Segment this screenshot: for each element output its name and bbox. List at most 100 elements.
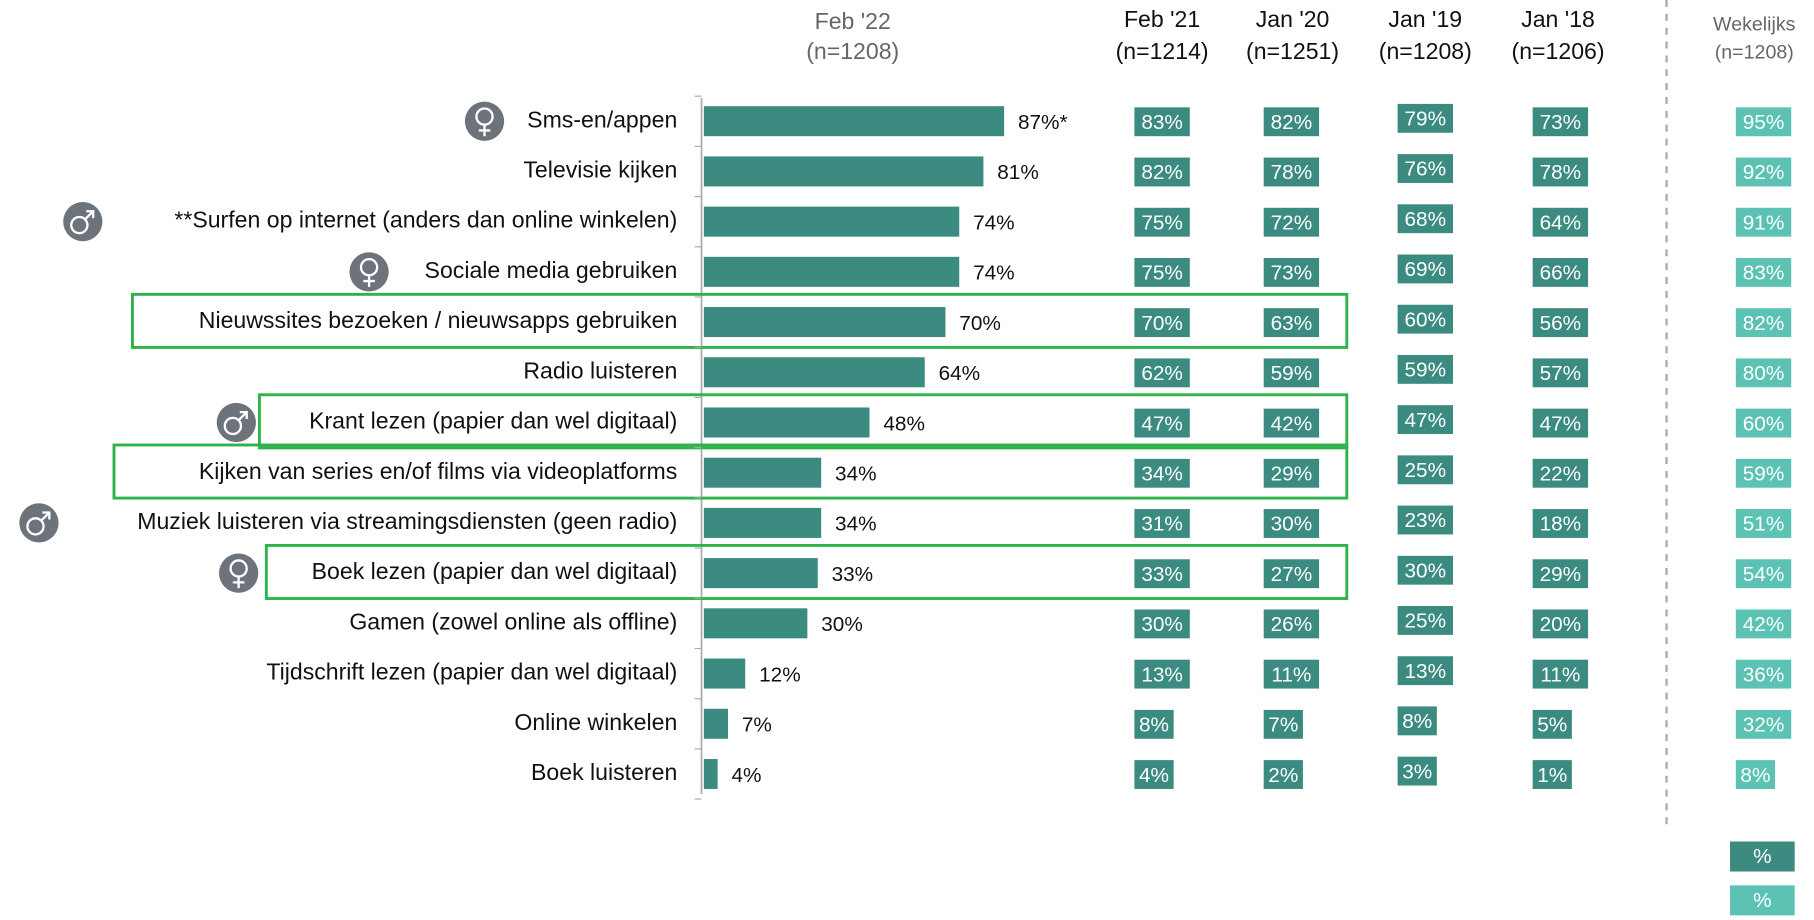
category-label: **Surfen op internet (anders dan online … xyxy=(174,207,677,233)
gender-icon-part xyxy=(237,410,248,421)
table-cell-label: 92% xyxy=(1743,161,1785,184)
table-cell xyxy=(1134,408,1190,438)
table-cell xyxy=(1134,107,1190,137)
legend-label: % xyxy=(1753,889,1771,912)
bar xyxy=(703,307,946,338)
table-cell xyxy=(1735,559,1792,589)
category-label: Boek lezen (papier dan wel digitaal) xyxy=(312,558,678,584)
bar xyxy=(703,106,1005,137)
category-label: Sociale media gebruiken xyxy=(425,257,678,283)
gender-icon-part xyxy=(223,416,243,436)
table-cell xyxy=(1532,207,1589,237)
table-cell-label: 8% xyxy=(1740,764,1770,787)
table-cell xyxy=(1263,559,1320,589)
table-cell xyxy=(1735,760,1776,789)
table-cell-label: 27% xyxy=(1271,563,1313,586)
table-cell-label: 3% xyxy=(1402,760,1432,783)
column-title: Jan '19 xyxy=(1388,6,1462,32)
table-cell xyxy=(1735,107,1792,137)
table-cell-label: 76% xyxy=(1405,158,1447,181)
table-cell-label: 30% xyxy=(1271,513,1313,536)
table-cell-label: 62% xyxy=(1141,362,1183,385)
table-cell-label: 2% xyxy=(1268,764,1298,787)
highlight-box xyxy=(264,543,1349,600)
table-cell-label: 54% xyxy=(1743,563,1785,586)
table-cell-label: 25% xyxy=(1405,459,1447,482)
category-label: Gamen (zowel online als offline) xyxy=(349,608,677,634)
table-cell-label: 31% xyxy=(1141,513,1183,536)
table-cell xyxy=(1134,157,1190,187)
table-cell xyxy=(1263,207,1320,237)
gender-icon-part xyxy=(84,210,95,221)
value-label: 48% xyxy=(883,412,925,435)
table-cell xyxy=(1134,358,1190,388)
column-title: Feb '21 xyxy=(1124,6,1200,32)
table-cell-label: 22% xyxy=(1540,462,1582,485)
table-cell-label: 56% xyxy=(1540,312,1582,335)
highlight-box xyxy=(131,292,1349,349)
chart-subtitle: (n=1208) xyxy=(806,38,899,64)
category-label: Online winkelen xyxy=(514,709,677,735)
legend-label: % xyxy=(1753,845,1771,868)
gender-icon-part xyxy=(70,215,89,235)
bar xyxy=(703,708,728,739)
table-cell xyxy=(1735,408,1792,438)
table-cell xyxy=(1397,505,1453,535)
table-cell xyxy=(1735,609,1792,639)
table-cell xyxy=(1735,358,1792,388)
table-cell-label: 60% xyxy=(1405,308,1447,331)
category-label: Radio luisteren xyxy=(523,357,677,383)
table-cell-label: 13% xyxy=(1405,660,1447,683)
table-cell-label: 4% xyxy=(1139,764,1169,787)
table-cell xyxy=(1263,760,1303,789)
gender-icon xyxy=(464,101,505,141)
table-cell-label: 59% xyxy=(1743,462,1785,485)
bar xyxy=(703,608,808,639)
table-cell xyxy=(1532,458,1589,488)
table-cell-label: 7% xyxy=(1268,714,1298,737)
category-label: Tijdschrift lezen (papier dan wel digita… xyxy=(266,659,677,685)
table-cell-label: 68% xyxy=(1405,208,1447,231)
table-cell-label: 30% xyxy=(1141,613,1183,636)
category-label: Kijken van series en/of films via videop… xyxy=(199,458,677,484)
legend-swatch xyxy=(1730,841,1795,872)
table-cell-label: 5% xyxy=(1537,714,1567,737)
table-cell-label: 72% xyxy=(1271,211,1313,234)
table-cell-label: 18% xyxy=(1540,513,1582,536)
table-cell xyxy=(1532,107,1589,137)
table-cell xyxy=(1134,559,1190,589)
table-cell xyxy=(1134,458,1190,488)
table-cell-label: 47% xyxy=(1405,409,1447,432)
table-cell xyxy=(1397,254,1453,284)
table-cell-label: 11% xyxy=(1540,663,1580,686)
gender-icon xyxy=(216,402,256,443)
table-cell-label: 66% xyxy=(1540,262,1582,285)
table-cell xyxy=(1134,760,1174,789)
table-cell xyxy=(1397,354,1453,384)
bar xyxy=(703,457,822,488)
table-cell xyxy=(1134,709,1174,739)
gender-icon xyxy=(19,503,59,543)
table-cell-label: 26% xyxy=(1271,613,1313,636)
table-cell xyxy=(1134,659,1190,689)
table-cell-label: 80% xyxy=(1743,362,1785,385)
chart-title: Feb '22 xyxy=(815,8,891,34)
gender-icon xyxy=(219,553,259,593)
table-cell xyxy=(1263,659,1320,689)
table-cell xyxy=(1263,358,1320,388)
gender-icon-part xyxy=(26,517,45,536)
value-label: 64% xyxy=(939,362,981,385)
table-cell xyxy=(1397,455,1453,485)
table-cell-label: 82% xyxy=(1743,312,1785,335)
table-cell xyxy=(1532,257,1589,287)
value-label: 70% xyxy=(959,312,1001,335)
table-cell-label: 59% xyxy=(1271,362,1313,385)
table-cell-label: 47% xyxy=(1540,412,1582,435)
table-cell xyxy=(1735,207,1792,237)
table-cell xyxy=(1134,609,1190,639)
table-cell-label: 82% xyxy=(1271,111,1313,134)
table-cell xyxy=(1134,207,1190,237)
bar xyxy=(703,256,960,287)
category-label: Nieuwssites bezoeken / nieuwsapps gebrui… xyxy=(199,307,678,333)
